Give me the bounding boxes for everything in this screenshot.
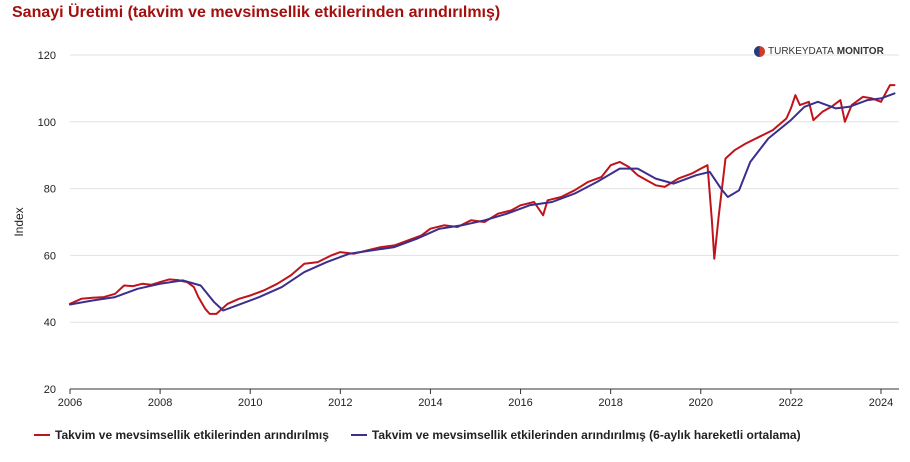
series-layer (69, 84, 896, 315)
series-line-main (69, 84, 896, 315)
y-tick-label: 120 (38, 50, 56, 62)
y-axis-label: Index (12, 207, 26, 236)
legend-label-main: Takvim ve mevsimsellik etkilerinden arın… (55, 428, 329, 442)
x-tick-label: 2022 (779, 397, 803, 409)
x-tick-label: 2020 (689, 397, 713, 409)
legend-item-main: Takvim ve mevsimsellik etkilerinden arın… (34, 428, 329, 442)
axis-layer: 20 40 60 80 100 120 2006 2008 2010 2012 2014 2016 20… (38, 50, 899, 409)
x-tick-label: 2012 (328, 397, 352, 409)
series-line-moving-average (69, 92, 896, 312)
brand-logo: TURKEYDATA MONITOR (754, 46, 884, 57)
grid-layer (70, 54, 899, 323)
legend-item-moving-average: Takvim ve mevsimsellik etkilerinden arın… (350, 428, 801, 442)
x-tick-label: 2008 (148, 397, 172, 409)
legend-label-moving-average: Takvim ve mevsimsellik etkilerinden arın… (371, 428, 801, 442)
x-tick-label: 2014 (418, 397, 442, 409)
turkeydatamonitor-logo-icon (754, 46, 765, 57)
chart-title: Sanayi Üretimi (takvim ve mevsimsellik e… (12, 4, 501, 21)
x-tick-label: 2006 (58, 397, 82, 409)
y-tick-label: 80 (44, 184, 56, 196)
x-tick-label: 2010 (238, 397, 262, 409)
x-tick-label: 2024 (869, 397, 893, 409)
y-tick-label: 20 (44, 384, 56, 396)
chart-legend: Takvim ve mevsimsellik etkilerinden arın… (34, 428, 801, 442)
x-tick-label: 2018 (598, 397, 622, 409)
legend-swatch-moving-average (350, 434, 367, 436)
y-tick-label: 40 (44, 317, 56, 329)
brand-name-light: TURKEYDATA (768, 46, 834, 57)
brand-name-bold: MONITOR (836, 46, 884, 57)
x-tick-label: 2016 (508, 397, 532, 409)
legend-swatch-main (34, 434, 50, 436)
y-tick-label: 100 (38, 117, 56, 129)
y-tick-label: 60 (44, 250, 56, 262)
